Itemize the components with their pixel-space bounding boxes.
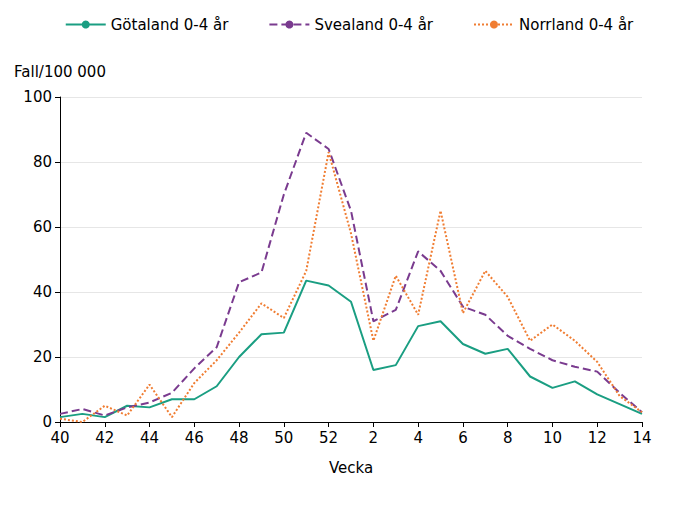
svg-text:42: 42 bbox=[95, 429, 114, 447]
svg-text:12: 12 bbox=[588, 429, 607, 447]
svg-text:48: 48 bbox=[230, 429, 249, 447]
svg-text:Vecka: Vecka bbox=[329, 459, 373, 477]
svg-text:40: 40 bbox=[33, 283, 52, 301]
svg-text:10: 10 bbox=[543, 429, 562, 447]
svg-text:14: 14 bbox=[632, 429, 651, 447]
svg-text:8: 8 bbox=[503, 429, 513, 447]
svg-text:4: 4 bbox=[413, 429, 423, 447]
svg-text:Svealand 0-4 år: Svealand 0-4 år bbox=[314, 16, 433, 34]
svg-text:60: 60 bbox=[33, 218, 52, 236]
svg-text:52: 52 bbox=[319, 429, 338, 447]
svg-text:100: 100 bbox=[23, 88, 52, 106]
svg-text:80: 80 bbox=[33, 153, 52, 171]
svg-text:40: 40 bbox=[50, 429, 69, 447]
svg-text:6: 6 bbox=[458, 429, 468, 447]
svg-text:Götaland 0-4 år: Götaland 0-4 år bbox=[111, 16, 229, 34]
svg-text:Fall/100 000: Fall/100 000 bbox=[14, 63, 106, 81]
svg-text:2: 2 bbox=[369, 429, 379, 447]
svg-text:44: 44 bbox=[140, 429, 159, 447]
svg-text:20: 20 bbox=[33, 348, 52, 366]
svg-text:Norrland 0-4 år: Norrland 0-4 år bbox=[519, 16, 634, 34]
svg-text:50: 50 bbox=[274, 429, 293, 447]
svg-text:0: 0 bbox=[42, 413, 52, 431]
svg-text:46: 46 bbox=[185, 429, 204, 447]
